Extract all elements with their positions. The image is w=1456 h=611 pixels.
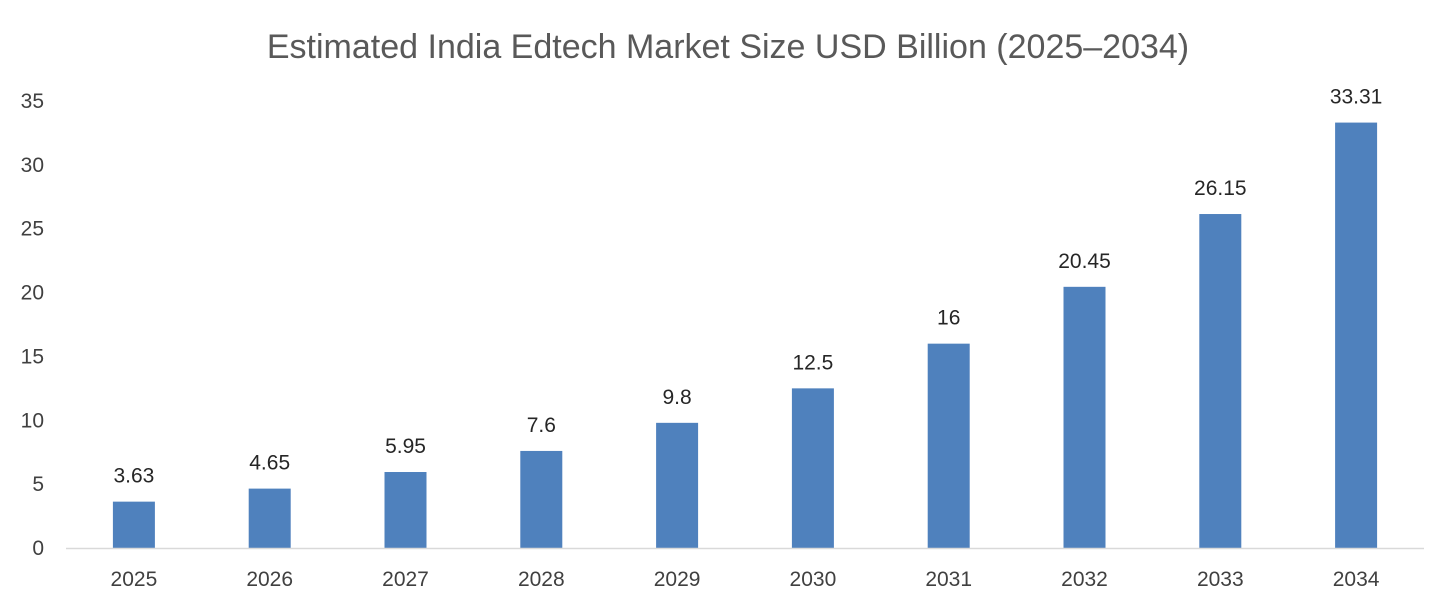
data-label: 33.31 [1330,86,1383,109]
data-label: 12.5 [792,351,833,374]
x-tick-label: 2025 [111,568,158,591]
x-tick-label: 2028 [518,568,565,591]
y-axis-labels: 0 5 10 15 20 25 30 35 [21,90,44,560]
y-tick-label: 0 [32,537,44,560]
bar-2030 [791,388,834,548]
y-tick-label: 10 [21,409,44,432]
x-tick-label: 2029 [654,568,701,591]
bar-2031 [927,343,970,548]
data-label: 3.63 [113,465,154,488]
data-label: 26.15 [1194,177,1247,200]
x-tick-label: 2030 [790,568,837,591]
bar-2025 [112,501,155,548]
data-label: 20.45 [1058,250,1111,273]
data-label: 4.65 [249,452,290,475]
bar-2029 [656,422,699,548]
x-tick-label: 2031 [925,568,972,591]
x-tick-label: 2032 [1061,568,1108,591]
y-tick-label: 35 [21,90,44,113]
bar-2028 [520,450,563,548]
chart-title: Estimated India Edtech Market Size USD B… [267,28,1189,66]
bar-2032 [1063,286,1106,548]
x-tick-label: 2034 [1333,568,1380,591]
bar-2026 [248,488,291,548]
bar-2033 [1199,214,1242,548]
data-label: 7.6 [527,414,556,437]
data-label: 5.95 [385,435,426,458]
y-tick-label: 5 [32,473,44,496]
x-tick-label: 2027 [382,568,429,591]
x-tick-label: 2026 [246,568,293,591]
y-tick-label: 30 [21,154,44,177]
y-tick-label: 20 [21,282,44,305]
x-tick-label: 2033 [1197,568,1244,591]
data-labels: 3.63 4.65 5.95 7.6 9.8 12.5 16 20.45 26.15 33.31 [113,86,1382,488]
bar-2034 [1335,122,1378,549]
bars [112,122,1378,549]
y-tick-label: 15 [21,345,44,368]
data-label: 16 [937,307,960,330]
bar-2027 [384,472,427,548]
x-axis-labels: 2025 2026 2027 2028 2029 2030 2031 2032 2033 2034 [111,568,1380,591]
y-tick-label: 25 [21,218,44,241]
data-label: 9.8 [662,386,691,409]
